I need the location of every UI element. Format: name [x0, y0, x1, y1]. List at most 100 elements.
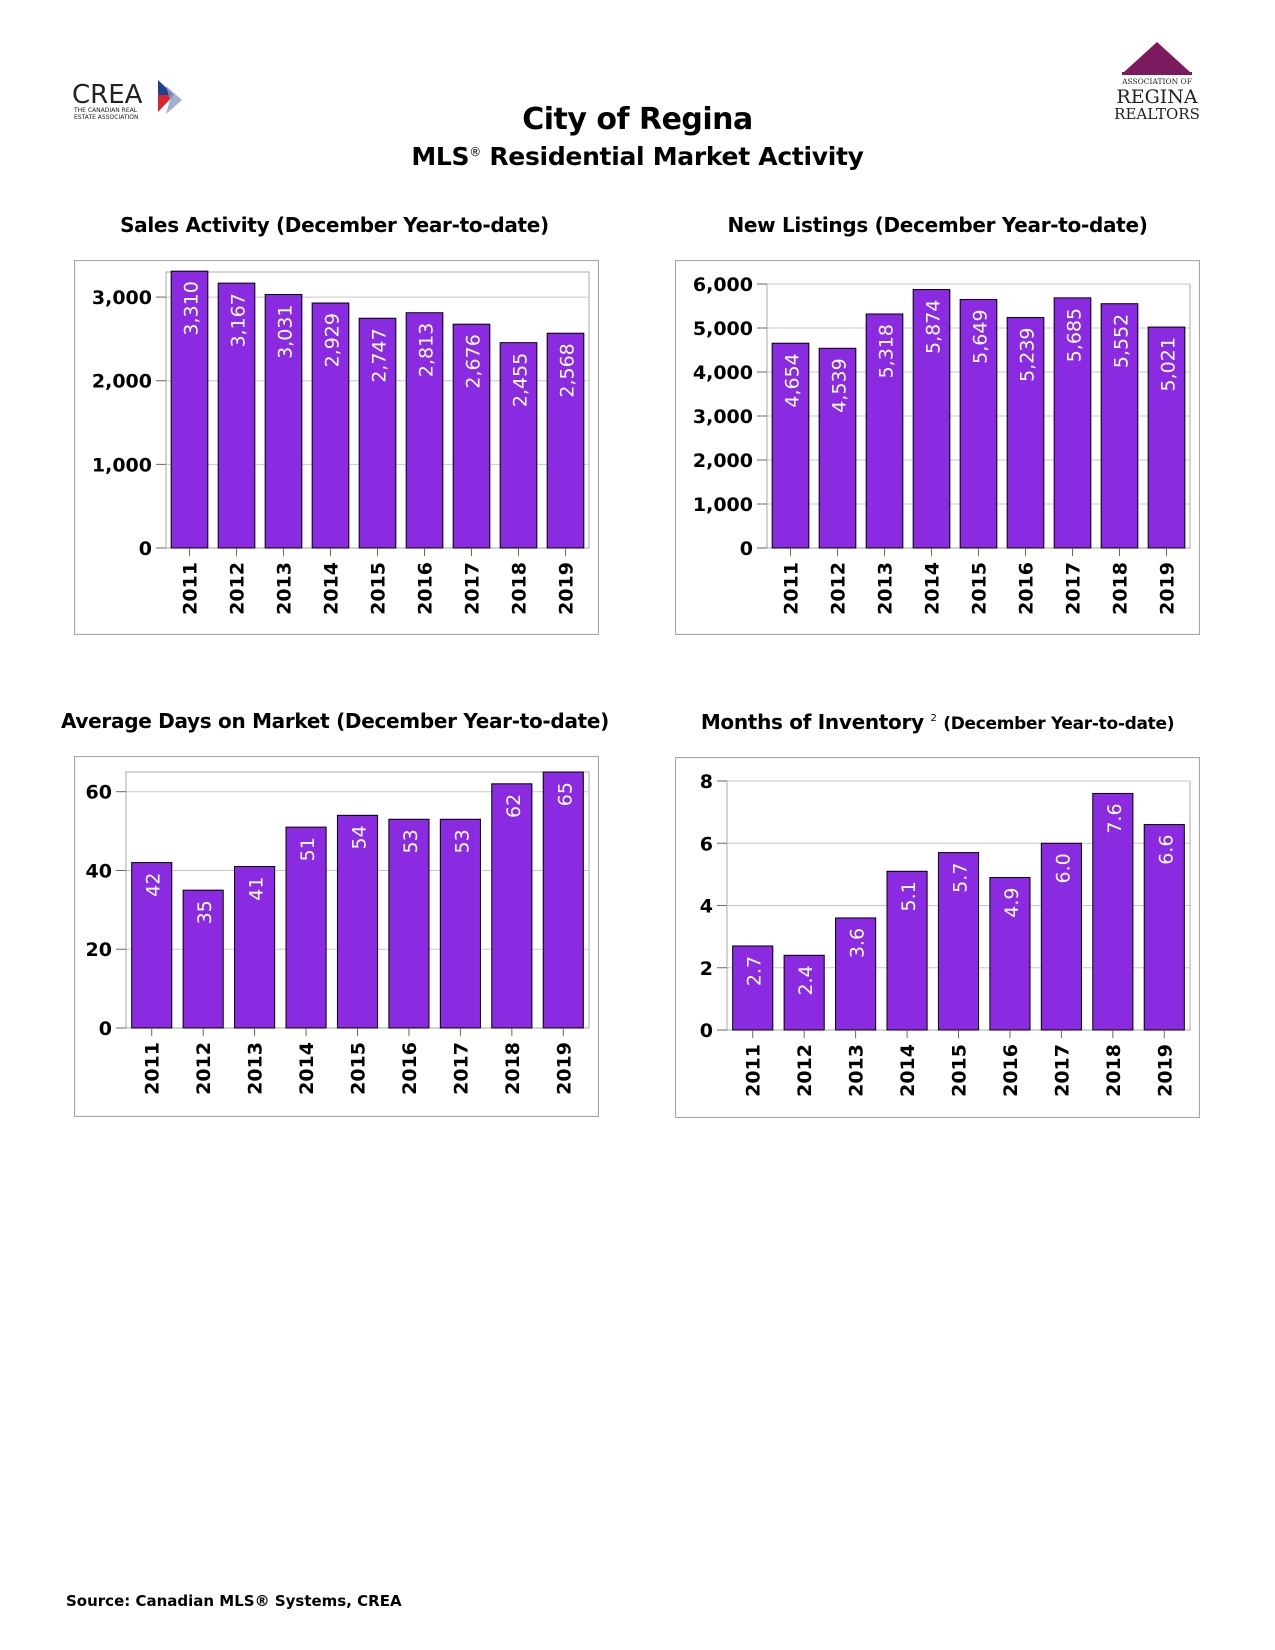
bar-value-label: 3.6 — [847, 928, 869, 958]
bar-2016 — [405, 312, 444, 549]
bar-2013 — [865, 313, 904, 549]
chart-4-title-main: Months of Inventory — [700, 710, 924, 734]
bar-value-label: 5.7 — [950, 863, 972, 893]
bar-2013 — [835, 917, 877, 1031]
x-tick-label: 2017 — [450, 1042, 472, 1095]
x-tick-label: 2011 — [142, 1042, 164, 1095]
x-tick-label: 2013 — [846, 1044, 868, 1097]
crea-logo-name: CREA — [72, 80, 143, 110]
chart-4-title: Months of Inventory 2 (December Year-to-… — [675, 710, 1200, 734]
y-tick-label: 3,000 — [693, 406, 753, 428]
bar-value-label: 35 — [194, 900, 216, 924]
bar-value-label: 3,167 — [228, 293, 250, 347]
x-tick-label: 2017 — [1051, 1044, 1073, 1097]
y-tick-label: 0 — [139, 538, 152, 560]
y-tick-label: 0 — [740, 538, 753, 560]
x-tick-label: 2017 — [462, 562, 484, 615]
bar-value-label: 2.4 — [795, 965, 817, 995]
page-title: City of Regina — [522, 102, 753, 137]
bar-value-label: 4.9 — [1001, 887, 1023, 917]
bar-value-label: 4,539 — [829, 358, 851, 412]
x-tick-label: 2016 — [1016, 562, 1038, 615]
y-tick-label: 20 — [86, 939, 112, 961]
bar-2012 — [217, 282, 256, 549]
bar-value-label: 3,031 — [275, 304, 297, 358]
y-tick-label: 4,000 — [693, 362, 753, 384]
bar-2011 — [170, 270, 209, 549]
chart-4-title-suffix: (December Year-to-date) — [943, 714, 1175, 734]
chart-3-title: Average Days on Market (December Year-to… — [60, 709, 610, 733]
x-tick-label: 2019 — [556, 562, 578, 615]
sales-activity-chart: 0 1,000 2,000 3,000 3,310 2011 3,167 2012 3,031 2… — [74, 260, 599, 635]
subtitle-prefix: MLS — [411, 142, 470, 171]
subtitle-registered-mark: ® — [469, 145, 481, 159]
bar-value-label: 51 — [297, 837, 319, 861]
bar-2019 — [546, 332, 585, 549]
crea-logo: CREA THE CANADIAN REAL ESTATE ASSOCIATIO… — [72, 80, 182, 121]
chart-1-title: Sales Activity (December Year-to-date) — [120, 213, 549, 237]
bar-value-label: 41 — [246, 877, 268, 901]
bar-2011 — [131, 862, 173, 1029]
x-tick-label: 2014 — [922, 562, 944, 615]
x-tick-label: 2019 — [1154, 1044, 1176, 1097]
bar-value-label: 5,021 — [1158, 337, 1180, 391]
x-tick-label: 2018 — [509, 562, 531, 615]
bar-value-label: 5,318 — [876, 324, 898, 378]
bar-2015 — [959, 298, 998, 549]
bar-2014 — [285, 826, 327, 1029]
x-tick-label: 2016 — [1000, 1044, 1022, 1097]
page-subtitle: MLS® Residential Market Activity — [0, 142, 1275, 171]
x-tick-label: 2018 — [502, 1042, 524, 1095]
source-footnote: Source: Canadian MLS® Systems, CREA — [66, 1592, 402, 1610]
bar-2018 — [491, 783, 533, 1029]
regina-realtors-logo: ASSOCIATION OF REGINA REALTORS — [1114, 42, 1200, 123]
bar-value-label: 5,649 — [970, 309, 992, 363]
bar-2017 — [1040, 842, 1082, 1031]
crea-logo-chevron-light — [166, 86, 182, 114]
y-tick-label: 2 — [700, 958, 713, 980]
bar-2018 — [499, 342, 538, 549]
y-tick-label: 0 — [99, 1018, 112, 1040]
x-tick-label: 2015 — [949, 1044, 971, 1097]
y-tick-label: 0 — [700, 1020, 713, 1042]
bar-value-label: 2,676 — [463, 334, 485, 388]
x-tick-label: 2019 — [553, 1042, 575, 1095]
x-tick-label: 2017 — [1063, 562, 1085, 615]
bar-value-label: 2,455 — [510, 353, 532, 407]
bar-2018 — [1100, 303, 1139, 549]
bar-value-label: 2,568 — [557, 343, 579, 397]
regina-logo-line-3: REALTORS — [1114, 105, 1200, 123]
x-tick-label: 2015 — [368, 562, 390, 615]
bar-value-label: 2,813 — [416, 323, 438, 377]
x-tick-label: 2014 — [321, 562, 343, 615]
x-tick-label: 2013 — [274, 562, 296, 615]
regina-logo-line-1: ASSOCIATION OF — [1121, 77, 1192, 86]
bar-value-label: 6.0 — [1052, 853, 1074, 883]
bar-2011 — [732, 945, 774, 1031]
bar-value-label: 42 — [143, 873, 165, 897]
bar-2013 — [264, 293, 303, 549]
bar-2017 — [452, 323, 491, 549]
chart-2-title: New Listings (December Year-to-date) — [727, 213, 1148, 237]
bar-value-label: 4,654 — [782, 353, 804, 407]
bar-2012 — [783, 954, 825, 1031]
x-tick-label: 2011 — [743, 1044, 765, 1097]
y-tick-label: 1,000 — [693, 494, 753, 516]
bar-value-label: 7.6 — [1104, 803, 1126, 833]
bar-value-label: 5,685 — [1064, 308, 1086, 362]
subtitle-suffix: Residential Market Activity — [480, 142, 864, 171]
y-tick-label: 6,000 — [693, 274, 753, 296]
x-tick-label: 2014 — [296, 1042, 318, 1095]
x-tick-label: 2015 — [348, 1042, 370, 1095]
average-days-on-market-chart: 0 20 40 60 42 2011 35 2012 41 2013 51 2014 54 2015 53 2… — [74, 756, 599, 1117]
bar-2017 — [1053, 297, 1092, 549]
x-tick-label: 2012 — [828, 562, 850, 615]
y-tick-label: 8 — [700, 771, 713, 793]
y-tick-label: 1,000 — [92, 454, 152, 476]
bar-value-label: 5,552 — [1111, 314, 1133, 368]
bar-value-label: 62 — [503, 794, 525, 818]
x-tick-label: 2016 — [399, 1042, 421, 1095]
bar-value-label: 53 — [400, 829, 422, 853]
x-tick-label: 2012 — [794, 1044, 816, 1097]
bar-value-label: 53 — [451, 829, 473, 853]
